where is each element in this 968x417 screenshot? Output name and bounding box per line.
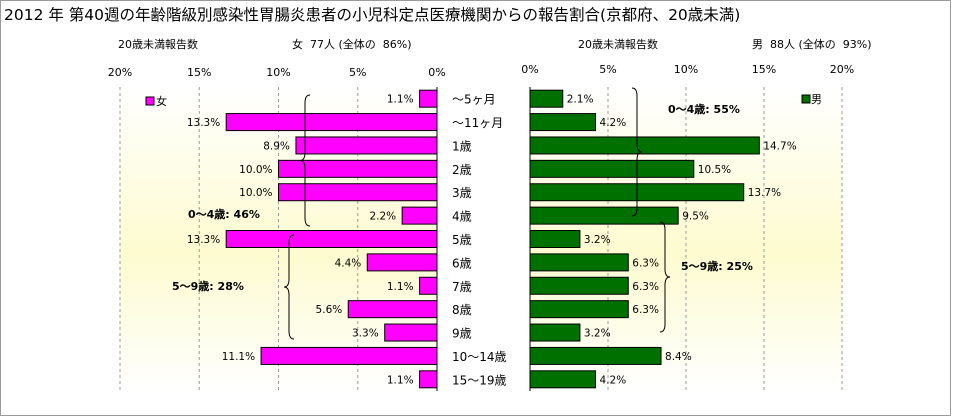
left-bar: [419, 370, 438, 389]
left-bar: [419, 89, 438, 108]
category-label: 8歳: [452, 303, 472, 317]
right-x-tick-label: 15%: [752, 63, 776, 76]
right-bar-data-label: 2.1%: [567, 94, 594, 106]
left-bar: [278, 159, 438, 178]
left-bar-data-label: 1.1%: [387, 94, 414, 106]
left-bar: [419, 276, 438, 295]
left-x-tick-label: 20%: [108, 66, 132, 79]
left-x-tick-label: 5%: [349, 66, 366, 79]
left-bar: [295, 136, 438, 155]
right-bar: [529, 159, 695, 178]
right-bar: [529, 230, 581, 248]
right-legend-label: 男: [811, 93, 822, 106]
right-bar-data-label: 8.4%: [665, 351, 692, 363]
right-bar-data-label: 10.5%: [698, 164, 731, 176]
left-bar-data-label: 13.3%: [187, 117, 220, 129]
category-label: 3歳: [452, 186, 472, 200]
right-bar: [529, 323, 581, 342]
right-x-tick-label: 5%: [599, 63, 616, 76]
left-bar: [347, 300, 438, 319]
left-x-tick-label: 0%: [428, 66, 445, 79]
right-bar-data-label: 6.3%: [632, 281, 659, 293]
right-x-tick-label: 20%: [830, 63, 854, 76]
right-brace-5-9: [659, 221, 671, 333]
left-bar: [225, 113, 438, 132]
left-bar: [260, 346, 438, 365]
left-x-tick-label: 10%: [266, 66, 290, 79]
right-x-tick-label: 0%: [521, 63, 538, 76]
right-bar-data-label: 4.2%: [600, 117, 627, 129]
right-bar: [529, 136, 760, 155]
right-annotation-5-9: 5～9歳: 25%: [681, 259, 753, 273]
category-label: 2歳: [452, 163, 472, 177]
right-bar: [529, 253, 629, 272]
right-bar-data-label: 9.5%: [682, 211, 709, 223]
category-label: 7歳: [452, 280, 472, 294]
right-bar: [529, 89, 564, 108]
right-header-total: 男 88人 (全体の 93%): [752, 38, 872, 51]
left-bar: [366, 253, 438, 272]
right-bar-data-label: 6.3%: [632, 257, 659, 269]
right-legend-swatch: [801, 94, 811, 104]
category-label: 4歳: [452, 210, 472, 224]
left-bar-data-label: 11.1%: [222, 351, 255, 363]
category-label: 6歳: [452, 256, 472, 270]
left-bar: [401, 206, 438, 225]
right-annotation-0-4: 0～4歳: 55%: [668, 102, 740, 116]
left-bar-data-label: 8.9%: [263, 140, 290, 152]
right-bar-data-label: 13.7%: [748, 187, 781, 199]
right-bar: [529, 276, 629, 295]
right-bar-data-label: 6.3%: [632, 304, 659, 316]
category-label: 9歳: [452, 327, 472, 341]
left-annotation-5-9: 5～9歳: 28%: [172, 279, 244, 293]
left-bar-data-label: 1.1%: [387, 374, 414, 386]
left-bar-data-label: 1.1%: [387, 281, 414, 293]
right-bar-data-label: 4.2%: [600, 374, 627, 386]
right-bar: [529, 346, 662, 365]
left-legend-swatch: [145, 96, 155, 106]
right-bar: [529, 370, 597, 389]
right-bar: [529, 113, 597, 132]
right-bar-data-label: 3.2%: [584, 328, 611, 340]
left-bar-data-label: 4.4%: [335, 257, 362, 269]
right-brace-0-4: [631, 87, 643, 217]
left-brace-5-9: [283, 234, 295, 340]
left-bar: [225, 230, 438, 248]
category-label: 10～14歳: [452, 350, 507, 364]
right-bar: [529, 206, 679, 225]
category-label: 15～19歳: [452, 373, 507, 387]
left-bar-data-label: 2.2%: [369, 211, 396, 223]
right-bar: [529, 300, 629, 319]
right-bar-data-label: 3.2%: [584, 234, 611, 246]
left-header-total: 女 77人 (全体の 86%): [292, 38, 412, 51]
left-bar: [384, 323, 438, 342]
category-label: ～5ヶ月: [452, 93, 496, 107]
left-x-tick-label: 15%: [187, 66, 211, 79]
category-label: ～11ヶ月: [452, 116, 503, 130]
left-bar-data-label: 5.6%: [316, 304, 343, 316]
right-header-label: 20歳未満報告数: [578, 38, 658, 51]
right-bar-data-label: 14.7%: [763, 140, 796, 152]
left-annotation-0-4: 0～4歳: 46%: [188, 207, 260, 221]
left-bar-data-label: 13.3%: [187, 234, 220, 246]
left-bar-data-label: 10.0%: [239, 187, 272, 199]
chart-title: 2012 年 第40週の年齢階級別感染性胃腸炎患者の小児科定点医療機関からの報告…: [4, 6, 741, 24]
category-label: 5歳: [452, 233, 472, 247]
left-brace-0-4: [299, 94, 311, 227]
left-header-label: 20歳未満報告数: [118, 38, 198, 51]
left-bar: [278, 183, 438, 202]
category-label: 1歳: [452, 139, 472, 153]
right-x-tick-label: 10%: [674, 63, 698, 76]
left-legend-label: 女: [156, 94, 167, 108]
left-bar-data-label: 10.0%: [239, 164, 272, 176]
left-bar-data-label: 3.3%: [352, 328, 379, 340]
